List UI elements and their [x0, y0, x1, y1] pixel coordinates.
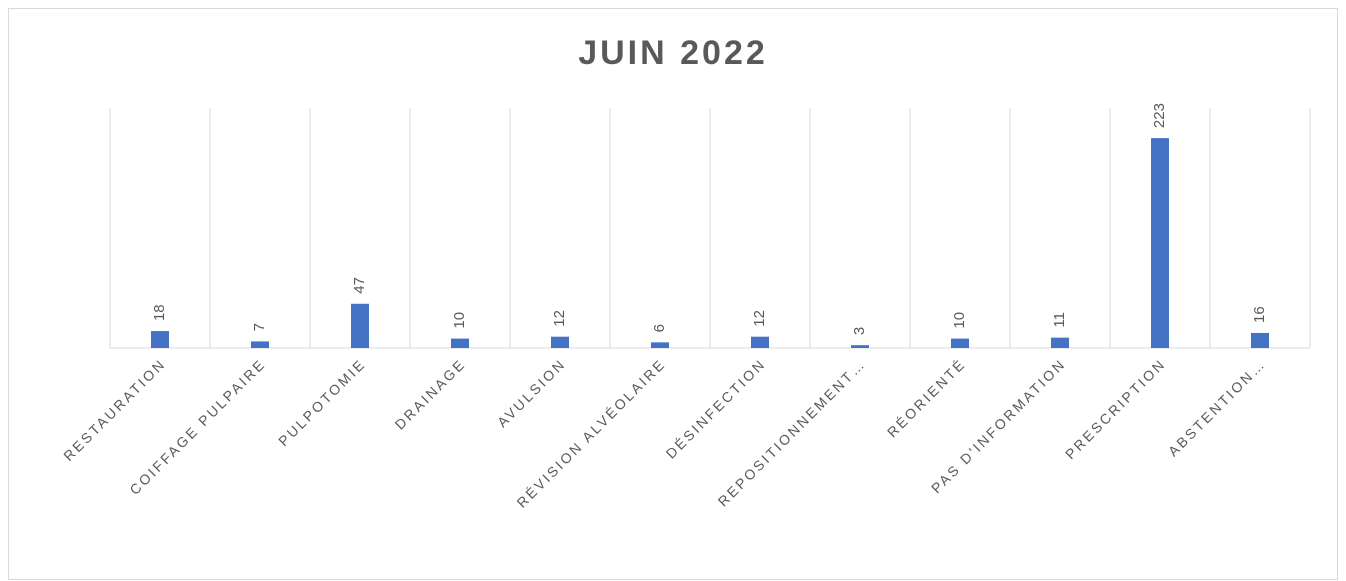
- data-label: 6: [651, 324, 668, 332]
- data-label: 11: [1051, 312, 1068, 328]
- bar: [1051, 337, 1069, 348]
- chart-title: JUIN 2022: [578, 34, 768, 72]
- bar: [951, 338, 969, 348]
- data-label: 16: [1251, 306, 1268, 323]
- data-label: 12: [751, 310, 768, 327]
- data-label: 47: [351, 277, 368, 294]
- bar: [851, 345, 869, 348]
- bar: [351, 303, 369, 348]
- bar: [451, 338, 469, 348]
- data-label: 10: [951, 312, 968, 329]
- bar: [651, 342, 669, 348]
- data-label: 3: [851, 327, 868, 335]
- data-label: 18: [151, 304, 168, 321]
- data-label: 10: [451, 312, 468, 329]
- data-label: 12: [551, 310, 568, 327]
- bar: [751, 336, 769, 348]
- data-label: 223: [1151, 103, 1168, 128]
- chart-border: [8, 8, 1338, 580]
- bar: [1251, 332, 1269, 348]
- bar: [1151, 138, 1169, 348]
- data-label: 7: [251, 323, 268, 331]
- bar: [251, 341, 269, 348]
- bar: [151, 331, 169, 348]
- bar: [551, 336, 569, 348]
